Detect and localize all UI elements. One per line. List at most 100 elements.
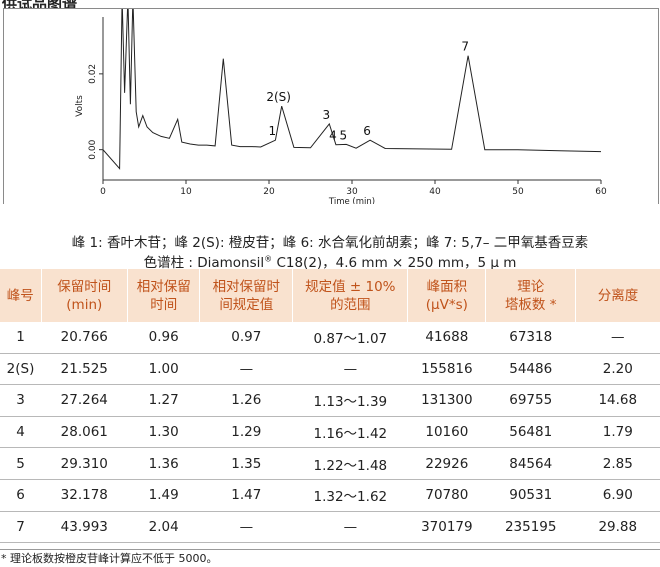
table-cell: 28.061 (41, 416, 128, 449)
table-cell: 1.79 (575, 416, 660, 449)
column-suffix: C18(2)，4.6 mm × 250 mm，5 μ m (272, 255, 517, 271)
table-cell: — (199, 353, 293, 386)
table-cell: 2.20 (575, 353, 660, 386)
table-cell: 32.178 (41, 479, 128, 512)
table-cell: 1.49 (127, 479, 200, 512)
x-tick-label: 10 (180, 187, 192, 197)
table-cell: 70780 (407, 479, 486, 512)
table-cell: 29.310 (41, 447, 128, 480)
x-tick-label: 20 (263, 187, 275, 197)
table-cell: 1.30 (127, 416, 200, 449)
peak-label: 1 (269, 124, 277, 138)
header-spec-range: 规定值 ± 10% 的范围 (292, 269, 408, 322)
table-cell: 7 (0, 511, 41, 544)
column-prefix: 色谱柱 : Diamonsil (143, 255, 265, 271)
table-cell: 0.87～1.07 (292, 322, 408, 354)
table-cell: 69755 (485, 384, 576, 417)
chromatogram-trace (103, 9, 602, 170)
table-cell: — (292, 353, 408, 386)
table-row: 3 27.264 1.27 1.26 1.13～1.39 131300 69755 14.68 (0, 384, 660, 417)
peak-label: 7 (461, 40, 469, 54)
table-row: 4 28.061 1.30 1.29 1.16～1.42 10160 56481 1.79 (0, 416, 660, 449)
column-caption: 色谱柱 : Diamonsil® C18(2)，4.6 mm × 250 mm，… (0, 251, 660, 272)
table-cell: 131300 (407, 384, 486, 417)
table-row: 2(S) 21.525 1.00— —155816 54486 2.20 (0, 353, 660, 386)
table-cell: 1.13～1.39 (292, 384, 408, 417)
table-cell: 2.04 (127, 511, 200, 544)
table-cell: 22926 (407, 447, 486, 480)
table-cell: — (575, 322, 660, 354)
results-table: 峰号 保留时间 (min) 相对保留 时间 相对保留时 间规定值 规定值 ± 10% 的… (0, 269, 660, 544)
table-row: 7 43.993 2.04— —370179 235195 29.88 (0, 511, 660, 544)
table-cell: 1.47 (199, 479, 293, 512)
table-cell: 1.26 (199, 384, 293, 417)
x-tick-label: 60 (595, 187, 607, 197)
table-cell: 1.32～1.62 (292, 479, 408, 512)
chromatogram: 0 10 20 30 40 50 60 0.00 0.02 Volts Time (min) 1 2(S… (75, 9, 607, 204)
table-cell: 1.29 (199, 416, 293, 449)
peak-label: 2(S) (266, 90, 291, 104)
table-cell: 6 (0, 479, 41, 512)
table-cell: — (292, 511, 408, 544)
table-footnote: * 理论板数按橙皮苷峰计算应不低于 5000。 (0, 549, 660, 567)
table-cell: 1.16～1.42 (292, 416, 408, 449)
table-cell: 10160 (407, 416, 486, 449)
x-tick-label: 0 (100, 187, 106, 197)
table-cell: 56481 (485, 416, 576, 449)
table-cell: 1.00 (127, 353, 200, 386)
table-cell: 29.88 (575, 511, 660, 544)
table-cell: 0.97 (199, 322, 293, 354)
table-cell: — (199, 511, 293, 544)
table-cell: 84564 (485, 447, 576, 480)
table-cell: 3 (0, 384, 41, 417)
x-tick-label: 30 (346, 187, 358, 197)
table-cell: 14.68 (575, 384, 660, 417)
table-cell: 1.27 (127, 384, 200, 417)
chromatogram-panel: 0 10 20 30 40 50 60 0.00 0.02 Volts Time (min) 1 2(S… (3, 8, 659, 204)
header-peak-no: 峰号 (0, 269, 41, 322)
table-cell: 27.264 (41, 384, 128, 417)
table-header-row: 峰号 保留时间 (min) 相对保留 时间 相对保留时 间规定值 规定值 ± 10% 的… (0, 269, 660, 322)
x-axis-label: Time (min) (328, 197, 375, 204)
table-cell: 0.96 (127, 322, 200, 354)
table-cell: 1.36 (127, 447, 200, 480)
table-row: 1 20.766 0.96 0.97 0.87～1.07 41688 67318— (0, 322, 660, 354)
table-cell: 1 (0, 322, 41, 354)
peak-label: 5 (339, 128, 347, 142)
x-tick-label: 50 (512, 187, 524, 197)
table-cell: 1.22～1.48 (292, 447, 408, 480)
table-cell: 54486 (485, 353, 576, 386)
table-cell: 43.993 (41, 511, 128, 544)
x-tick-label: 40 (429, 187, 441, 197)
header-relative-retention: 相对保留 时间 (127, 269, 200, 322)
registered-mark: ® (264, 254, 273, 264)
table-cell: 90531 (485, 479, 576, 512)
header-resolution: 分离度 (575, 269, 660, 322)
table-cell: 155816 (407, 353, 486, 386)
y-tick-label: 0.00 (88, 139, 98, 159)
table-cell: 2(S) (0, 353, 41, 386)
y-tick-label: 0.02 (88, 64, 98, 84)
table-row: 6 32.178 1.49 1.47 1.32～1.62 70780 90531 6.90 (0, 479, 660, 512)
table-cell: 21.525 (41, 353, 128, 386)
header-plate-number: 理论 塔板数 * (485, 269, 576, 322)
peak-legend-caption: 峰 1: 香叶木苷；峰 2(S): 橙皮苷；峰 6: 水合氧化前胡素；峰 7: … (71, 235, 589, 251)
table-cell: 235195 (485, 511, 576, 544)
table-cell: 2.85 (575, 447, 660, 480)
table-row: 5 29.310 1.36 1.35 1.22～1.48 22926 84564 2.85 (0, 447, 660, 480)
header-peak-area: 峰面积 (μV*s) (407, 269, 486, 322)
peak-label: 6 (363, 124, 371, 138)
peak-label: 3 (322, 108, 330, 122)
y-axis-label: Volts (75, 95, 85, 117)
table-cell: 67318 (485, 322, 576, 354)
table-cell: 6.90 (575, 479, 660, 512)
peak-label: 4 (329, 129, 337, 143)
header-relative-retention-spec: 相对保留时 间规定值 (199, 269, 293, 322)
table-cell: 1.35 (199, 447, 293, 480)
table-cell: 5 (0, 447, 41, 480)
header-retention-time: 保留时间 (min) (40, 269, 128, 322)
table-cell: 4 (0, 416, 41, 449)
table-cell: 370179 (407, 511, 486, 544)
table-cell: 41688 (407, 322, 486, 354)
table-cell: 20.766 (41, 322, 128, 354)
